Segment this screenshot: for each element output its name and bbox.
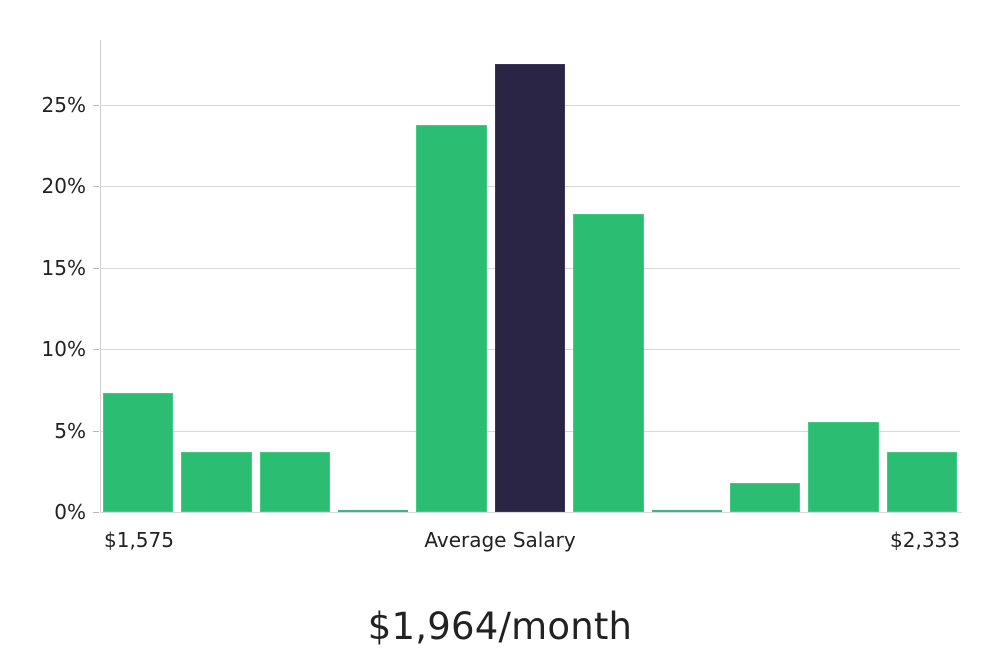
y-axis-tick-labels: 0% 5% 10% 15% 20% 25% [0, 0, 86, 660]
x-axis-min-label: $1,575 [104, 528, 174, 552]
y-tick-label: 10% [41, 337, 86, 362]
y-tick-mark [93, 105, 99, 107]
y-tick-mark [93, 186, 99, 188]
bar-4[interactable] [338, 510, 409, 512]
y-tick-label: 25% [41, 93, 86, 118]
bar-11[interactable] [886, 451, 957, 512]
bar-2[interactable] [181, 451, 252, 512]
bars-group [100, 40, 960, 512]
bar-8[interactable] [651, 510, 722, 512]
y-tick-label: 20% [41, 174, 86, 199]
bar-1[interactable] [103, 393, 174, 512]
x-axis-max-label: $2,333 [890, 528, 960, 552]
bar-6-highlighted[interactable] [494, 64, 566, 512]
y-tick-mark [93, 349, 99, 351]
y-tick-mark [93, 430, 99, 432]
bar-3[interactable] [259, 451, 331, 512]
bar-10[interactable] [808, 422, 879, 512]
y-tick-label: 15% [41, 255, 86, 280]
y-tick-label: 0% [54, 500, 86, 524]
plot-area [100, 40, 960, 513]
bar-9[interactable] [729, 482, 801, 512]
bar-7[interactable] [573, 214, 644, 512]
y-tick-mark [93, 267, 99, 269]
bar-5[interactable] [416, 124, 487, 512]
y-tick-label: 5% [54, 418, 86, 443]
average-salary-caption: $1,964/month [367, 605, 633, 648]
gridline-0pct [100, 512, 960, 513]
x-axis-title: Average Salary [424, 528, 576, 552]
y-axis-line [100, 40, 101, 512]
y-tick-mark [93, 512, 99, 513]
